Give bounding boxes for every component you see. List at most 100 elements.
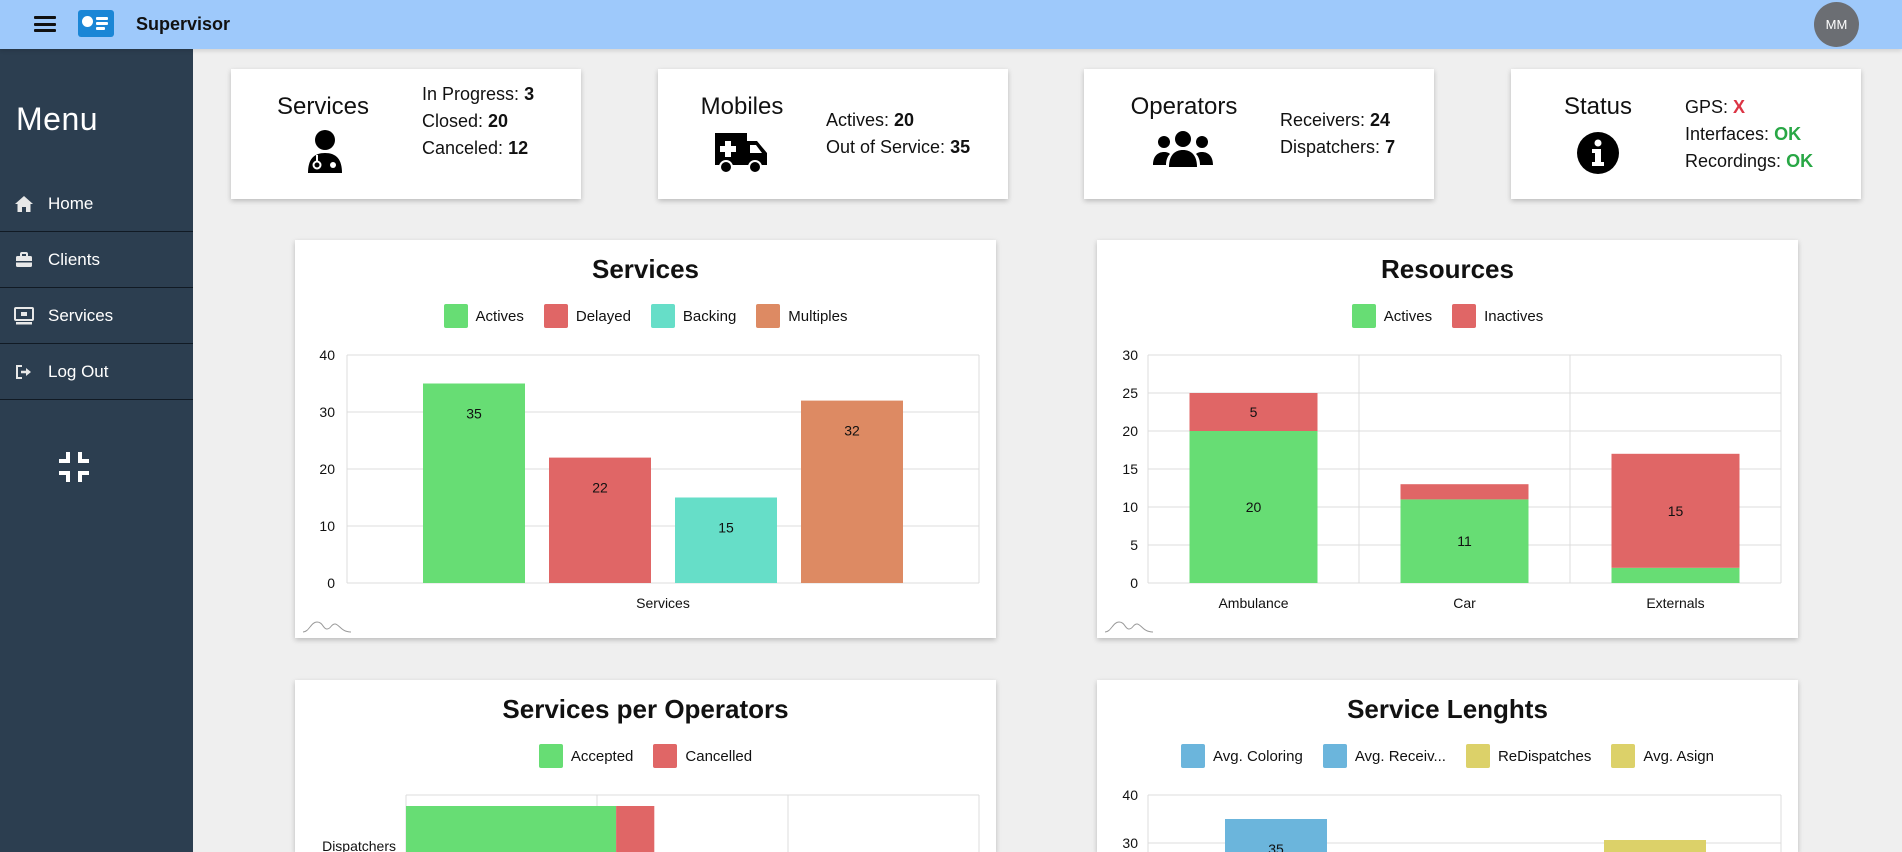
- operators-stat-title: Operators: [1130, 93, 1238, 120]
- recordings-status: OK: [1786, 151, 1814, 171]
- sidebar-item-services[interactable]: Services: [0, 288, 193, 344]
- app-title: Supervisor: [136, 14, 231, 34]
- legend-swatch: [1452, 304, 1477, 328]
- legend-item[interactable]: Avg. Asign: [1611, 744, 1714, 768]
- stat-line: Receivers: 24: [1280, 110, 1391, 130]
- bar-segment: [1189, 393, 1318, 431]
- legend-item[interactable]: Actives: [443, 304, 524, 328]
- x-tick-label: Car: [1453, 595, 1476, 611]
- stat-line: Actives: 20: [826, 110, 915, 130]
- sidebar-item-log-out[interactable]: Log Out: [0, 344, 193, 400]
- chart-title: Services: [592, 254, 699, 284]
- x-tick-label: Ambulance: [1218, 595, 1288, 611]
- legend-label: Multiples: [788, 307, 848, 325]
- stat-line: Canceled: 12: [422, 138, 529, 158]
- bar: [675, 497, 777, 583]
- y-tick-label: 0: [327, 575, 335, 591]
- legend-label: Avg. Asign: [1643, 747, 1714, 765]
- mobiles-stat-title: Mobiles: [700, 93, 784, 120]
- bar-segment: [1189, 431, 1318, 583]
- bar: [1225, 819, 1327, 852]
- legend-item[interactable]: Backing: [650, 304, 736, 328]
- bar-value-label: 20: [1246, 499, 1262, 515]
- stat-line: Out of Service: 35: [826, 137, 971, 157]
- stat-line: Dispatchers: 7: [1280, 137, 1396, 157]
- chart-legend: Actives Inactives: [1097, 304, 1798, 328]
- y-tick-label: Dispatchers: [322, 838, 396, 852]
- sign-out-icon: [14, 363, 34, 381]
- compress-icon[interactable]: [56, 449, 92, 485]
- legend-label: Avg. Coloring: [1213, 747, 1303, 765]
- y-tick-label: 15: [1122, 461, 1138, 477]
- hamburger-menu-icon[interactable]: [34, 14, 56, 34]
- chart-branding-icon: [1104, 621, 1154, 633]
- services-chart: Services Actives Delayed Backing Multiples …: [295, 240, 996, 638]
- legend-swatch: [650, 304, 675, 328]
- menu-title: Menu: [16, 101, 99, 137]
- bar: [1604, 840, 1706, 852]
- legend-label: Inactives: [1484, 307, 1544, 325]
- gps-status: X: [1733, 97, 1746, 117]
- legend-label: Avg. Receiv...: [1354, 747, 1446, 765]
- x-tick-label: Services: [636, 595, 690, 611]
- legend-swatch: [543, 304, 568, 328]
- y-tick-label: 20: [319, 461, 335, 477]
- y-tick-label: 40: [1122, 787, 1138, 803]
- legend-label: Actives: [475, 307, 524, 325]
- briefcase-icon: [14, 251, 34, 269]
- legend-label: ReDispatches: [1497, 747, 1592, 765]
- resources-chart: Resources Actives Inactives 0 5 10 15 20 25 30 2…: [1097, 240, 1798, 638]
- info-icon: [1576, 131, 1620, 180]
- legend-label: Actives: [1383, 307, 1433, 325]
- stat-line: Closed: 20: [422, 111, 509, 131]
- sidebar-item-label: Log Out: [48, 361, 109, 381]
- user-avatar[interactable]: MM: [1814, 2, 1859, 47]
- legend-item[interactable]: Inactives: [1452, 304, 1543, 328]
- chart-plot: 0 5 10 15 20 25 30 20 5 Ambulance 11 Car 15 Externals: [1104, 347, 1782, 633]
- legend-item[interactable]: Accepted: [538, 744, 633, 768]
- chart-legend: Avg. Coloring Avg. Receiv... ReDispatches A…: [1097, 744, 1798, 768]
- y-tick-label: 40: [319, 347, 335, 363]
- chart-plot: 30 40 35: [1122, 787, 1782, 852]
- legend-item[interactable]: Cancelled: [653, 744, 752, 768]
- legend-item[interactable]: Delayed: [543, 304, 631, 328]
- sidebar-item-clients[interactable]: Clients: [0, 232, 193, 288]
- legend-swatch: [1322, 744, 1347, 768]
- legend-item[interactable]: Avg. Coloring: [1181, 744, 1303, 768]
- legend-item[interactable]: Multiples: [756, 304, 847, 328]
- chart-legend: Actives Delayed Backing Multiples: [295, 304, 996, 328]
- interfaces-status: OK: [1774, 124, 1802, 144]
- home-icon: [14, 195, 34, 213]
- chart-title: Services per Operators: [502, 694, 789, 724]
- bar-segment: [1400, 484, 1529, 500]
- legend-item[interactable]: Avg. Receiv...: [1322, 744, 1446, 768]
- y-tick-label: 0: [1130, 575, 1138, 591]
- bar-value-label: 11: [1457, 533, 1472, 549]
- legend-swatch: [1181, 744, 1206, 768]
- bar-value-label: 35: [466, 406, 482, 422]
- bar-value-label: 22: [592, 480, 608, 496]
- bar-segment: [406, 806, 617, 852]
- y-tick-label: 5: [1130, 537, 1138, 553]
- bar-segment: [1400, 499, 1529, 583]
- sidebar-item-home[interactable]: Home: [0, 176, 193, 232]
- chart-plot: 0 10 20 30 40 35 22 15 32 Services: [302, 347, 980, 633]
- y-tick-label: 10: [319, 518, 335, 534]
- bar-value-label: 32: [844, 423, 860, 439]
- y-tick-label: 20: [1122, 423, 1138, 439]
- legend-swatch: [1611, 744, 1636, 768]
- bar: [423, 383, 525, 583]
- y-tick-label: 25: [1122, 385, 1138, 401]
- app-logo-icon: [78, 10, 114, 37]
- operators-stat-card: Operators Receivers: 24 Dispatchers: 7: [1084, 69, 1434, 199]
- legend-label: Delayed: [575, 307, 631, 325]
- mobiles-stat-card: Mobiles Actives: 20 Out of Service: 35: [658, 69, 1008, 199]
- bar-value-label: 5: [1250, 404, 1258, 420]
- legend-item[interactable]: Actives: [1351, 304, 1433, 328]
- legend-swatch: [653, 744, 678, 768]
- stat-line: Recordings: OK: [1685, 151, 1814, 171]
- legend-item[interactable]: ReDispatches: [1465, 744, 1592, 768]
- chart-title: Service Lenghts: [1347, 694, 1548, 724]
- services-stat-title: Services: [276, 93, 370, 120]
- services-stat-card: Services In Progress: 3 Closed: 20 Cance…: [231, 69, 581, 199]
